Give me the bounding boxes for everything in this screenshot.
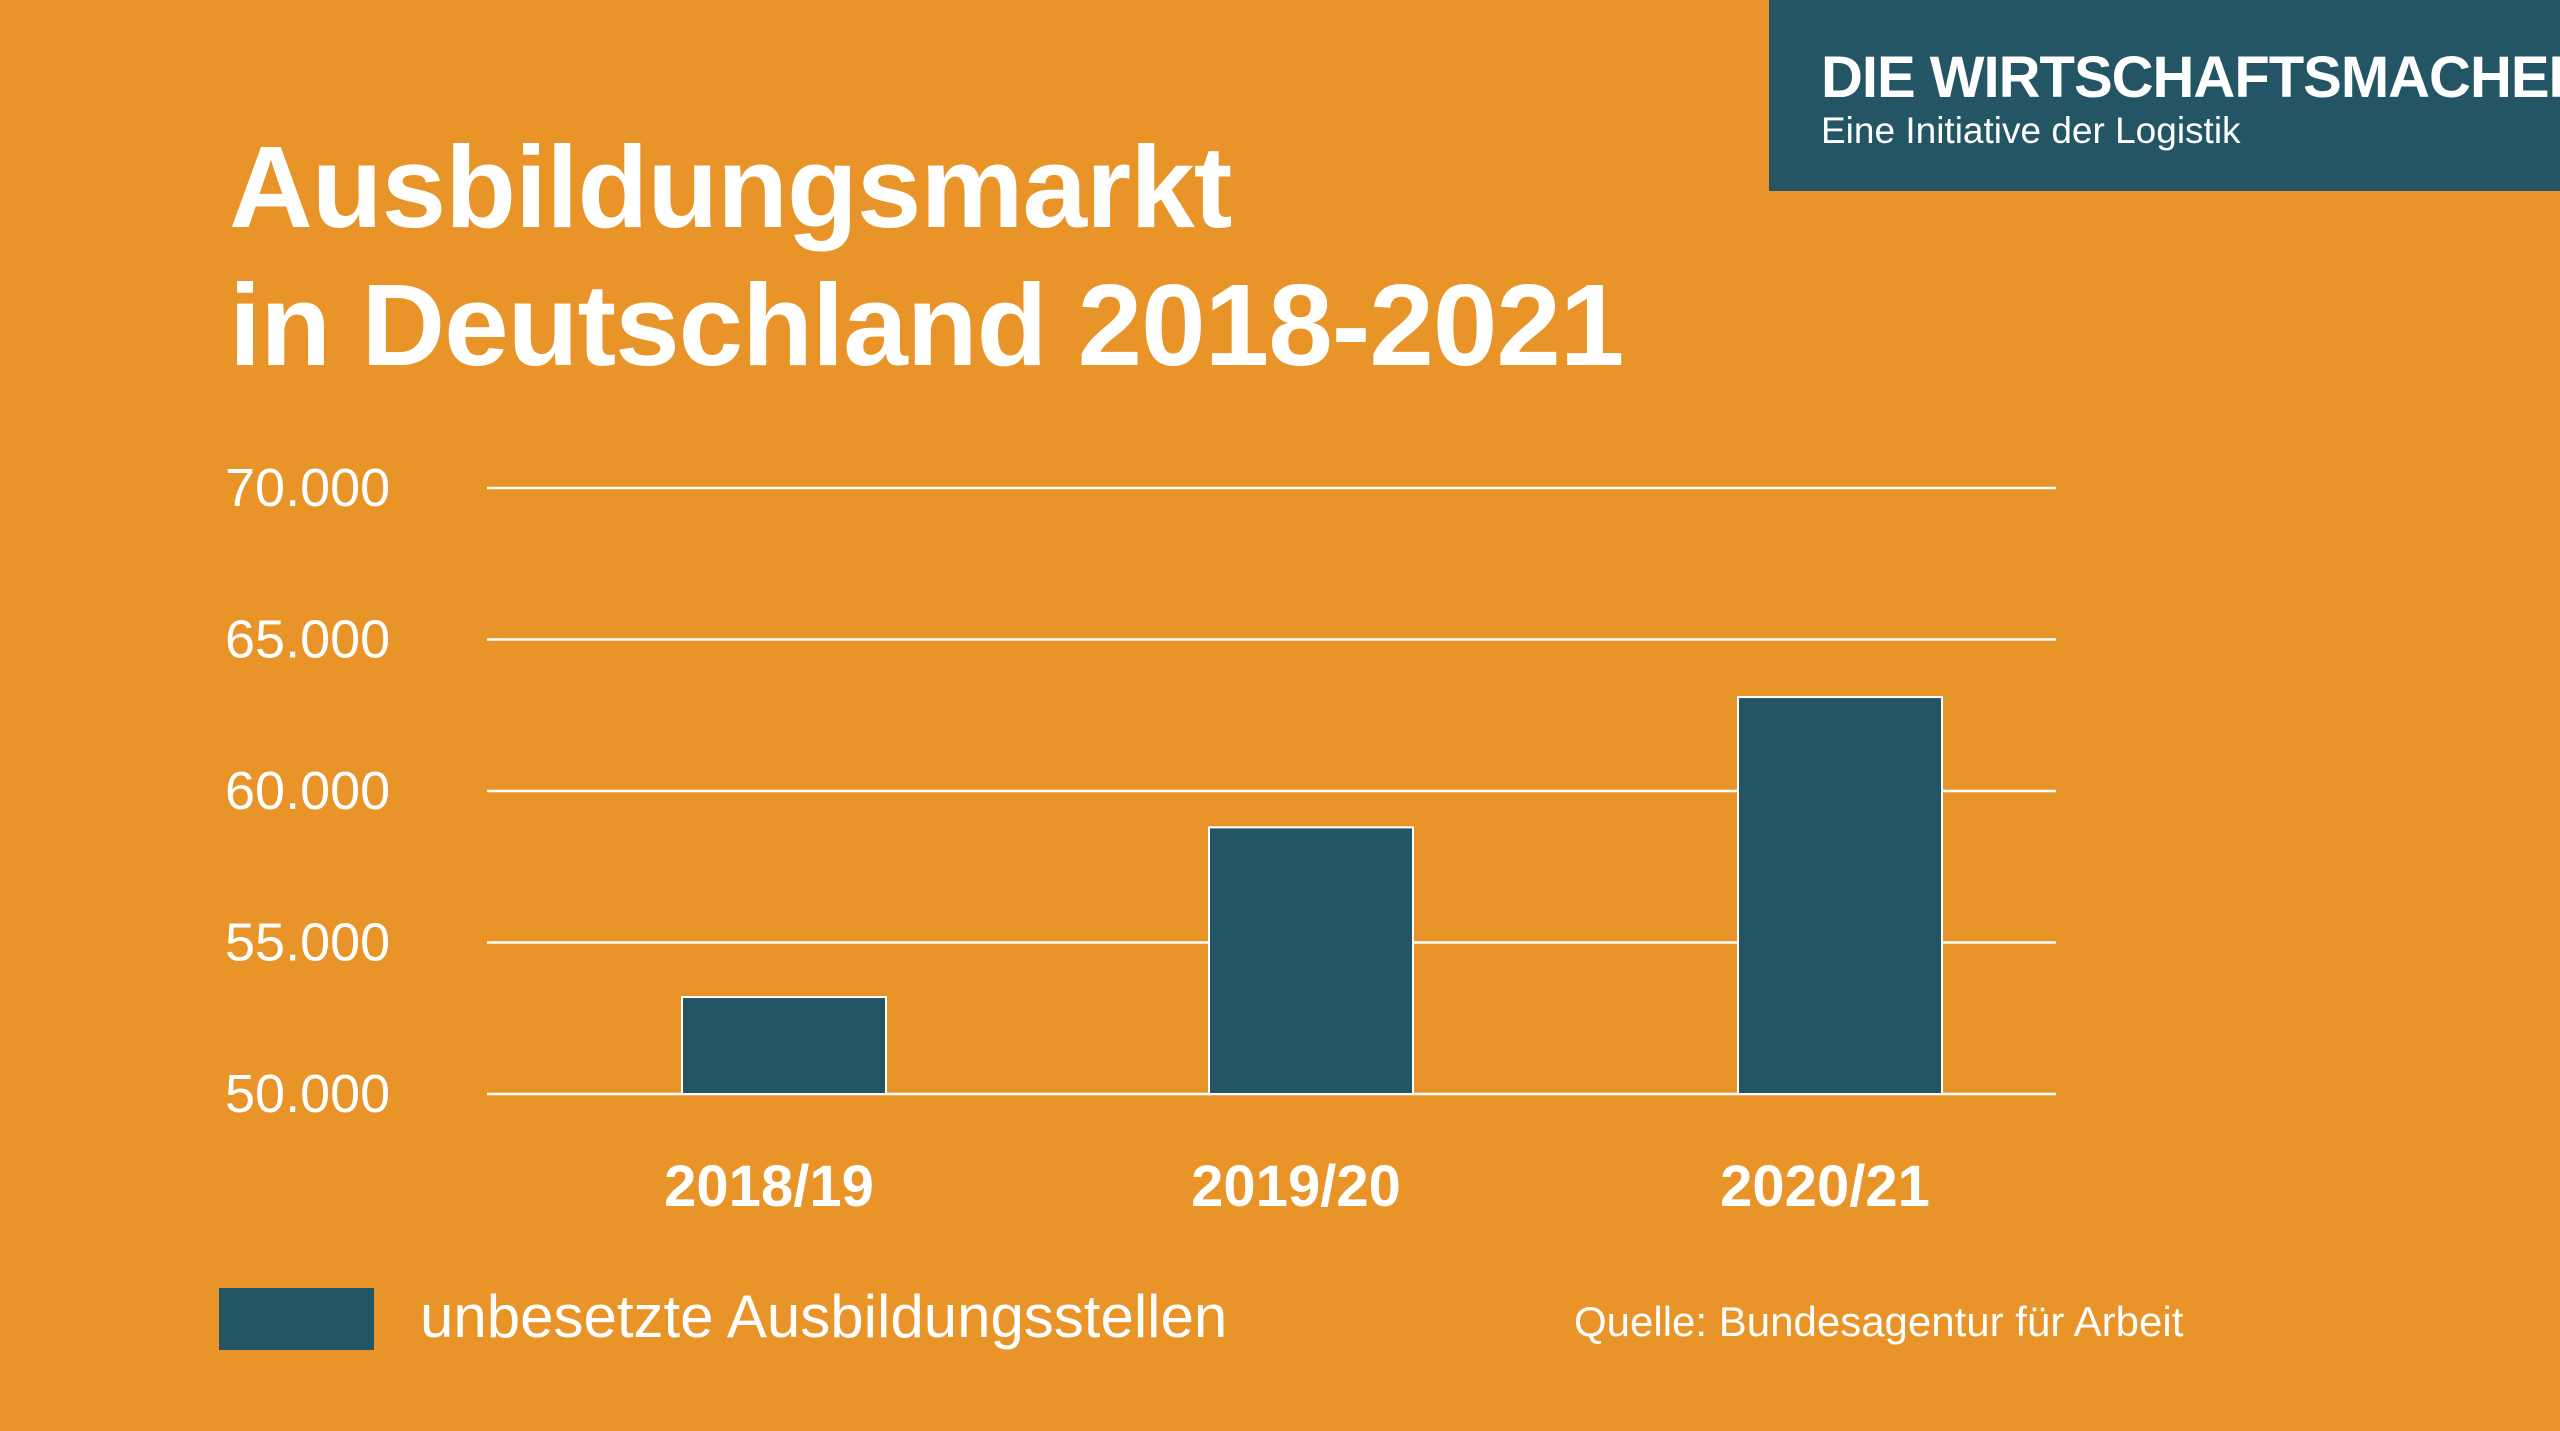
source-note: Quelle: Bundesagentur für Arbeit	[1574, 1298, 2184, 1345]
chart-title-line-1: Ausbildungsmarkt	[229, 122, 1232, 252]
logo-box: DIE WIRTSCHAFTSMACHER Eine Initiative de…	[1769, 0, 2560, 191]
x-tick-label: 2019/20	[1191, 1154, 1401, 1219]
logo-subtitle: Eine Initiative der Logistik	[1821, 110, 2241, 151]
bar	[1208, 826, 1414, 1095]
legend-swatch	[219, 1288, 374, 1350]
y-tick-label: 65.000	[225, 610, 390, 670]
y-tick-label: 60.000	[225, 761, 390, 821]
chart-title: Ausbildungsmarkt in Deutschland 2018-202…	[229, 118, 1624, 394]
legend-label: unbesetzte Ausbildungsstellen	[420, 1283, 1228, 1350]
y-tick-label: 70.000	[225, 458, 390, 518]
bar	[1737, 696, 1943, 1095]
y-tick-label: 50.000	[225, 1064, 390, 1124]
y-tick-label: 55.000	[225, 913, 390, 973]
logo-title: DIE WIRTSCHAFTSMACHER	[1821, 45, 2560, 110]
bar	[681, 996, 887, 1095]
x-tick-label: 2018/19	[664, 1154, 874, 1219]
chart-title-line-2: in Deutschland 2018-2021	[229, 260, 1624, 390]
x-tick-label: 2020/21	[1720, 1154, 1930, 1219]
